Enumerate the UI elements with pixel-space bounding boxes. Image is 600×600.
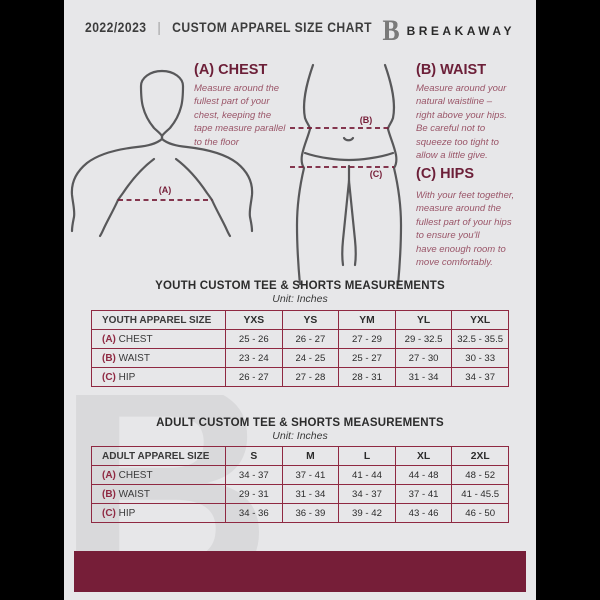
svg-text:(B): (B) [360, 115, 373, 125]
svg-text:(A): (A) [159, 185, 172, 195]
svg-text:(C): (C) [370, 169, 383, 179]
